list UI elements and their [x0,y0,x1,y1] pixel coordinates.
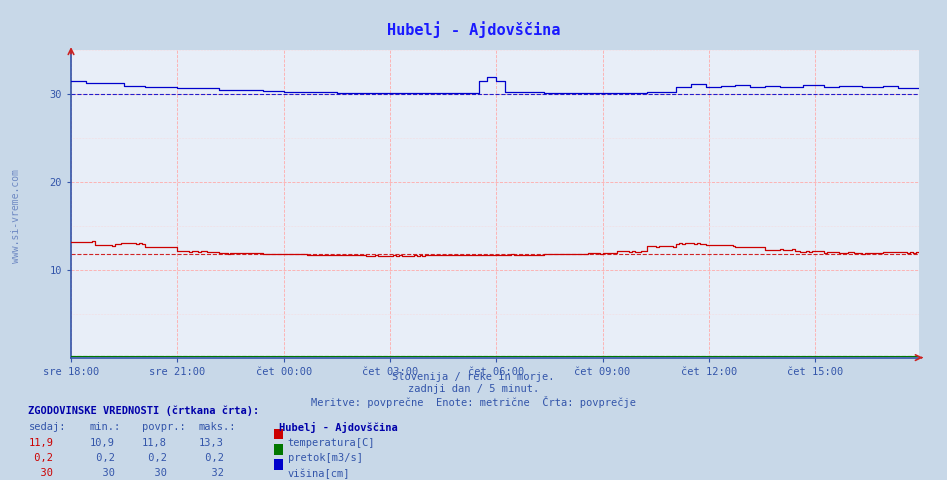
Text: www.si-vreme.com: www.si-vreme.com [11,169,22,263]
Text: 0,2: 0,2 [142,453,167,463]
Text: Meritve: povprečne  Enote: metrične  Črta: povprečje: Meritve: povprečne Enote: metrične Črta:… [311,396,636,408]
Text: 13,3: 13,3 [199,438,223,448]
Text: temperatura[C]: temperatura[C] [288,438,375,448]
Text: povpr.:: povpr.: [142,422,186,432]
Text: Slovenija / reke in morje.: Slovenija / reke in morje. [392,372,555,382]
Text: ZGODOVINSKE VREDNOSTI (črtkana črta):: ZGODOVINSKE VREDNOSTI (črtkana črta): [28,406,259,416]
Text: min.:: min.: [90,422,121,432]
Text: Hubelj - Ajdovščina: Hubelj - Ajdovščina [386,22,561,38]
Text: pretok[m3/s]: pretok[m3/s] [288,453,363,463]
Text: Hubelj - Ajdovščina: Hubelj - Ajdovščina [279,422,398,433]
Text: maks.:: maks.: [199,422,237,432]
Text: 11,8: 11,8 [142,438,167,448]
Text: 30: 30 [28,468,53,479]
Text: 0,2: 0,2 [28,453,53,463]
Text: zadnji dan / 5 minut.: zadnji dan / 5 minut. [408,384,539,394]
Text: sedaj:: sedaj: [28,422,66,432]
Text: 0,2: 0,2 [90,453,115,463]
Text: 30: 30 [142,468,167,479]
Text: višina[cm]: višina[cm] [288,468,350,479]
Text: 11,9: 11,9 [28,438,53,448]
Text: 30: 30 [90,468,115,479]
Text: 0,2: 0,2 [199,453,223,463]
Text: 10,9: 10,9 [90,438,115,448]
Text: 32: 32 [199,468,223,479]
